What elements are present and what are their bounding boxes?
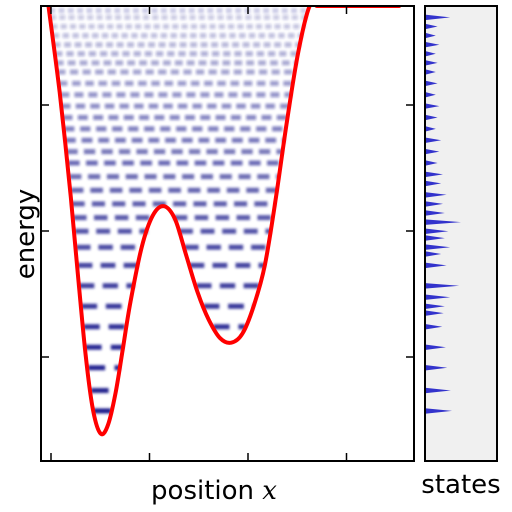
y-axis-ticks [41, 104, 414, 358]
states-axis-label: states [421, 470, 500, 500]
states-plot-frame [424, 5, 498, 462]
states-density-area [425, 6, 461, 461]
states-plot-background [425, 6, 497, 461]
x-axis-ticks [50, 6, 348, 461]
main-plot-frame [40, 5, 415, 462]
energy-levels [49, 8, 309, 414]
main-plot [40, 5, 415, 462]
states-plot [424, 5, 498, 462]
y-axis-label: energy [11, 189, 41, 280]
potential-curve [46, 6, 402, 437]
x-axis-label: position x [151, 476, 277, 506]
